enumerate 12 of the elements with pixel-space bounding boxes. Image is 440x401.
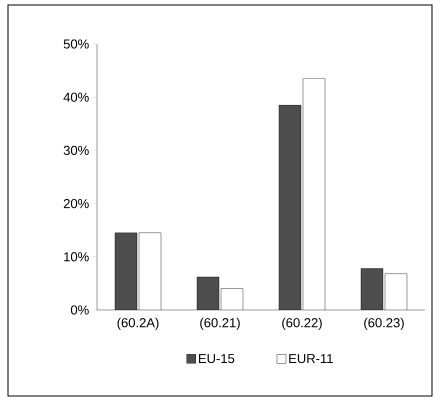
y-tick-label: 0% bbox=[70, 305, 89, 315]
y-tick-label: 40% bbox=[63, 92, 89, 102]
y-tick-label: 20% bbox=[64, 198, 89, 208]
y-tick-label: 50% bbox=[64, 39, 89, 49]
x-tick-label: (60.23) bbox=[364, 318, 404, 330]
x-tick-label: (60.22) bbox=[282, 318, 322, 330]
legend-label: EU-15 bbox=[199, 354, 234, 364]
y-tick-label: 10% bbox=[64, 252, 89, 262]
x-tick-label: (60.21) bbox=[200, 318, 240, 330]
legend-label: EUR-11 bbox=[289, 354, 333, 364]
x-tick-label: (60.2A) bbox=[117, 318, 159, 330]
y-tick-label: 30% bbox=[64, 146, 89, 155]
